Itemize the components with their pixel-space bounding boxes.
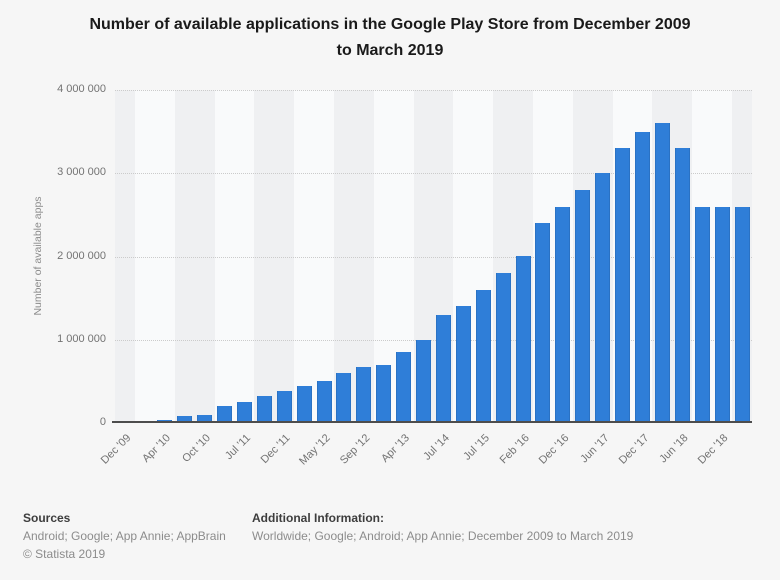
chart-title: Number of available applications in the …: [89, 16, 691, 59]
x-tick-label: Jun '17: [577, 432, 612, 466]
x-tick-label: Jul '15: [461, 432, 492, 463]
x-tick-label: Dec '16: [536, 432, 572, 467]
sources-heading: Sources: [23, 511, 71, 525]
bar-col-24[interactable]: [575, 190, 591, 423]
y-axis-tick-labels: 0 1 000 000 2 000 000 3 000 000 4 000 000: [0, 83, 106, 428]
bar-col-16[interactable]: [416, 340, 432, 423]
bar-col-10[interactable]: [296, 386, 312, 423]
bar-col-12[interactable]: [336, 373, 352, 423]
x-tick-label: Apr '13: [379, 432, 413, 465]
x-tick-label: Dec '09: [98, 432, 134, 467]
y-tick-label: 2 000 000: [57, 249, 106, 262]
x-tick-label: Apr '10: [140, 432, 174, 465]
x-axis-line: [112, 421, 752, 423]
bar-Dec '11[interactable]: [276, 391, 292, 423]
x-tick-label: May '12: [297, 432, 333, 468]
bar-col-26[interactable]: [615, 148, 631, 423]
x-tick-label: Dec '17: [616, 432, 652, 467]
gridline: [115, 256, 752, 258]
bar-Feb '16[interactable]: [515, 256, 531, 423]
x-tick-label: Jun '18: [657, 432, 691, 466]
copyright-text: © Statista 2019: [23, 547, 106, 561]
bar-col-6[interactable]: [216, 406, 232, 423]
bar-col-14[interactable]: [376, 365, 392, 423]
gridline: [115, 90, 752, 91]
gridline: [115, 173, 752, 175]
bar-Oct '10[interactable]: [197, 415, 213, 423]
bar-col-22[interactable]: [535, 223, 551, 423]
bar-May '12[interactable]: [316, 381, 332, 423]
x-tick-label: Oct '10: [180, 432, 214, 465]
y-tick-label: 0: [99, 416, 106, 428]
bar-col-8[interactable]: [256, 396, 272, 423]
x-tick-label: Jul '14: [421, 432, 452, 463]
x-tick-label: Dec '18: [696, 432, 731, 467]
bar-Sep '12[interactable]: [356, 367, 372, 423]
bar-Dec '16[interactable]: [555, 207, 571, 423]
y-tick-label: 3 000 000: [57, 166, 106, 179]
x-tick-label: Feb '16: [497, 432, 532, 467]
x-tick-label: Jul '11: [222, 432, 253, 463]
bar-col-18[interactable]: [455, 306, 471, 423]
bar-col-28[interactable]: [654, 123, 670, 423]
bar-Jun '17[interactable]: [595, 173, 611, 423]
bar-Dec '17[interactable]: [635, 132, 651, 423]
bar-Apr '13[interactable]: [396, 352, 412, 423]
gridline: [115, 339, 752, 341]
bar-col-30[interactable]: [694, 207, 710, 423]
additional-info-heading: Additional Information:: [252, 511, 384, 525]
y-tick-label: 1 000 000: [57, 332, 106, 345]
additional-info-text: Worldwide; Google; Android; App Annie; D…: [252, 529, 634, 543]
bar-Jul '11[interactable]: [236, 402, 252, 423]
bar-col-32[interactable]: [734, 207, 750, 423]
plot-area: Dec '09 Apr '10 Oct '10 Jul '11 Dec '11 May '…: [99, 90, 752, 467]
bar-Jul '15[interactable]: [475, 290, 491, 423]
bar-col-20[interactable]: [495, 273, 511, 423]
x-tick-label: Dec '11: [258, 432, 293, 467]
bar-col-4[interactable]: [177, 416, 193, 423]
bar-Jul '14[interactable]: [435, 315, 451, 423]
sources-text: Android; Google; App Annie; AppBrain: [23, 529, 226, 543]
bar-Dec '18[interactable]: [714, 207, 730, 423]
x-tick-label: Sep '12: [337, 432, 373, 467]
bar-Jun '18[interactable]: [674, 148, 690, 423]
y-tick-label: 4 000 000: [57, 83, 106, 95]
